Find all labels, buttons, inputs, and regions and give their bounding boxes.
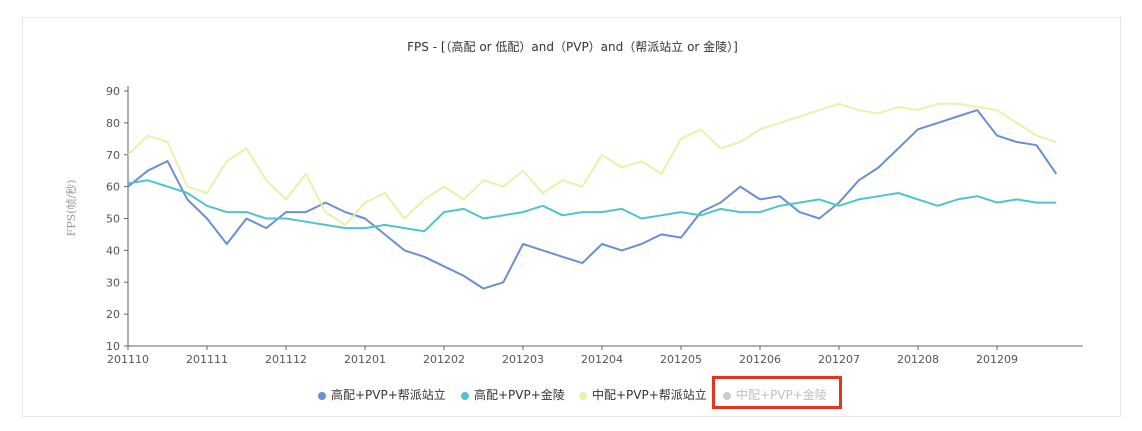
y-tick-label: 10 bbox=[106, 340, 120, 353]
x-tick-label: 201203 bbox=[502, 353, 544, 366]
x-tick-label: 201204 bbox=[581, 353, 623, 366]
y-tick-label: 50 bbox=[106, 213, 120, 226]
legend-label-0: 高配+PVP+帮派站立 bbox=[331, 388, 446, 402]
x-tick-label: 201207 bbox=[818, 353, 860, 366]
x-tick-label: 201206 bbox=[739, 353, 781, 366]
x-tick-label: 201205 bbox=[660, 353, 702, 366]
chart-title: FPS - [（高配 or 低配）and（PVP）and（帮派站立 or 金陵）… bbox=[407, 40, 738, 54]
series-lines bbox=[127, 102, 1058, 290]
legend-label-2: 中配+PVP+帮派站立 bbox=[592, 388, 707, 402]
x-tick-label: 201111 bbox=[186, 353, 228, 366]
series-line-2 bbox=[127, 102, 1057, 226]
legend-marker-2 bbox=[579, 392, 587, 400]
y-tick-label: 70 bbox=[106, 149, 120, 162]
x-tick-label: 201201 bbox=[344, 353, 386, 366]
chart-panel: FPS - [（高配 or 低配）and（PVP）and（帮派站立 or 金陵）… bbox=[22, 17, 1121, 417]
y-axis-label: FPS(帧/秒) bbox=[64, 180, 78, 237]
y-tick-label: 30 bbox=[106, 276, 120, 289]
legend-label-3: 中配+PVP+金陵 bbox=[736, 388, 827, 402]
x-tick-label: 201112 bbox=[265, 353, 307, 366]
legend-item-1[interactable]: 高配+PVP+金陵 bbox=[461, 386, 565, 403]
legend-item-3[interactable]: 中配+PVP+金陵 bbox=[723, 386, 827, 403]
legend-marker-1 bbox=[461, 392, 469, 400]
y-axis: 10 20 30 40 50 60 70 80 90 bbox=[106, 85, 129, 353]
legend-marker-0 bbox=[318, 392, 326, 400]
x-axis: 201110 201111 201112 201201 201202 201203 2012… bbox=[107, 345, 1083, 366]
x-tick-label: 201202 bbox=[423, 353, 465, 366]
legend-item-2[interactable]: 中配+PVP+帮派站立 bbox=[579, 386, 707, 403]
x-tick-label: 201209 bbox=[976, 353, 1018, 366]
legend-highlight-box bbox=[712, 376, 842, 409]
y-tick-label: 90 bbox=[106, 85, 120, 98]
series-line-1 bbox=[127, 179, 1057, 233]
y-tick-label: 60 bbox=[106, 181, 120, 194]
legend-marker-3 bbox=[723, 392, 731, 400]
legend-item-0[interactable]: 高配+PVP+帮派站立 bbox=[318, 386, 446, 403]
series-line-0 bbox=[127, 109, 1058, 290]
x-tick-label: 201110 bbox=[107, 353, 149, 366]
y-tick-label: 80 bbox=[106, 117, 120, 130]
y-tick-label: 40 bbox=[106, 244, 120, 257]
y-tick-label: 20 bbox=[106, 308, 120, 321]
legend-label-1: 高配+PVP+金陵 bbox=[474, 388, 565, 402]
legend: 高配+PVP+帮派站立 高配+PVP+金陵 中配+PVP+帮派站立 中配+PVP… bbox=[23, 386, 1122, 408]
x-tick-label: 201208 bbox=[897, 353, 939, 366]
